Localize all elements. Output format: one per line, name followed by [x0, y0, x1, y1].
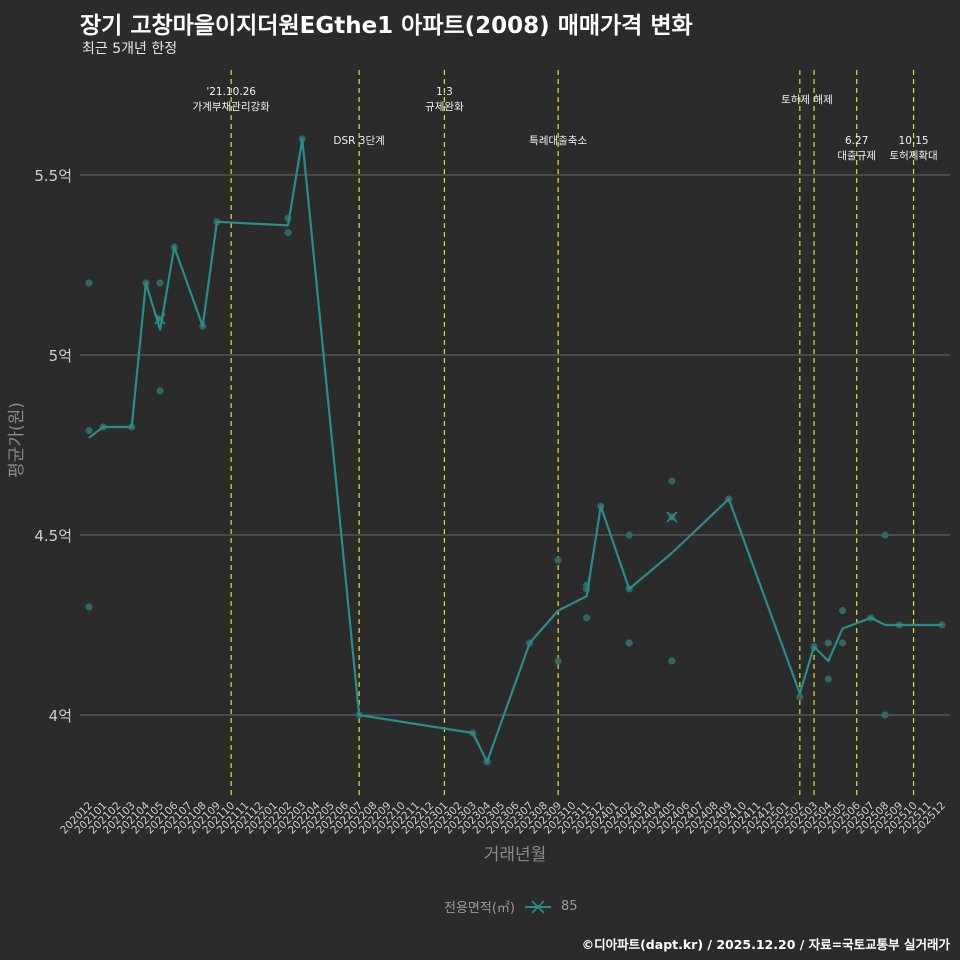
legend-value: 85	[560, 899, 578, 914]
data-point	[838, 607, 847, 615]
event-label: 1.3	[436, 86, 453, 98]
source-caption: ©디아파트(dapt.kr) / 2025.12.20 / 자료=국토교통부 실…	[581, 937, 950, 952]
data-point	[554, 657, 562, 665]
event-label: '21.10.26	[206, 86, 256, 98]
event-label: 가계부채관리강화	[193, 101, 271, 113]
y-tick-label: 4.5억	[34, 527, 72, 545]
y-tick-label: 5.5억	[34, 167, 72, 185]
event-label: 6.27	[845, 135, 868, 147]
legend: 전용면적(㎡) 85	[444, 897, 578, 916]
data-point	[796, 693, 804, 701]
data-point	[85, 279, 93, 287]
data-point	[85, 603, 93, 611]
series-line	[88, 137, 942, 763]
legend-key-icon	[524, 899, 551, 914]
data-point	[668, 477, 676, 485]
data-point	[824, 675, 832, 683]
event-label: 대출규제	[837, 150, 876, 162]
event-label: 토허제 해제	[781, 93, 833, 106]
cross-marker	[666, 511, 678, 523]
data-point	[881, 531, 889, 539]
data-point	[668, 657, 676, 665]
data-point	[625, 531, 633, 539]
data-point	[838, 639, 847, 647]
data-point	[85, 427, 93, 435]
y-axis-title: 평균가(원)	[7, 402, 27, 478]
data-point	[156, 387, 164, 395]
chart-subtitle: 최근 5개년 한정	[82, 41, 178, 57]
y-tick-label: 5억	[49, 347, 72, 365]
event-label: DSR 3단계	[333, 135, 384, 147]
y-tick-label: 4억	[49, 707, 72, 725]
chart-title: 장기 고창마을이지더원EGthe1 아파트(2008) 매매가격 변화	[80, 13, 693, 39]
data-point	[824, 639, 832, 647]
event-label: 10.15	[899, 135, 929, 147]
data-point	[582, 614, 591, 622]
event-label: 규제완화	[425, 100, 464, 113]
event-label: 토허제확대	[889, 149, 937, 162]
x-axis-title: 거래년월	[484, 845, 547, 865]
data-point	[554, 556, 562, 564]
data-point	[625, 639, 633, 647]
data-point	[284, 229, 292, 237]
data-point	[156, 279, 164, 287]
event-label: 특례대출축소	[529, 135, 587, 147]
legend-title: 전용면적(㎡)	[444, 901, 515, 916]
data-point	[881, 711, 889, 719]
cross-marker	[154, 313, 166, 325]
